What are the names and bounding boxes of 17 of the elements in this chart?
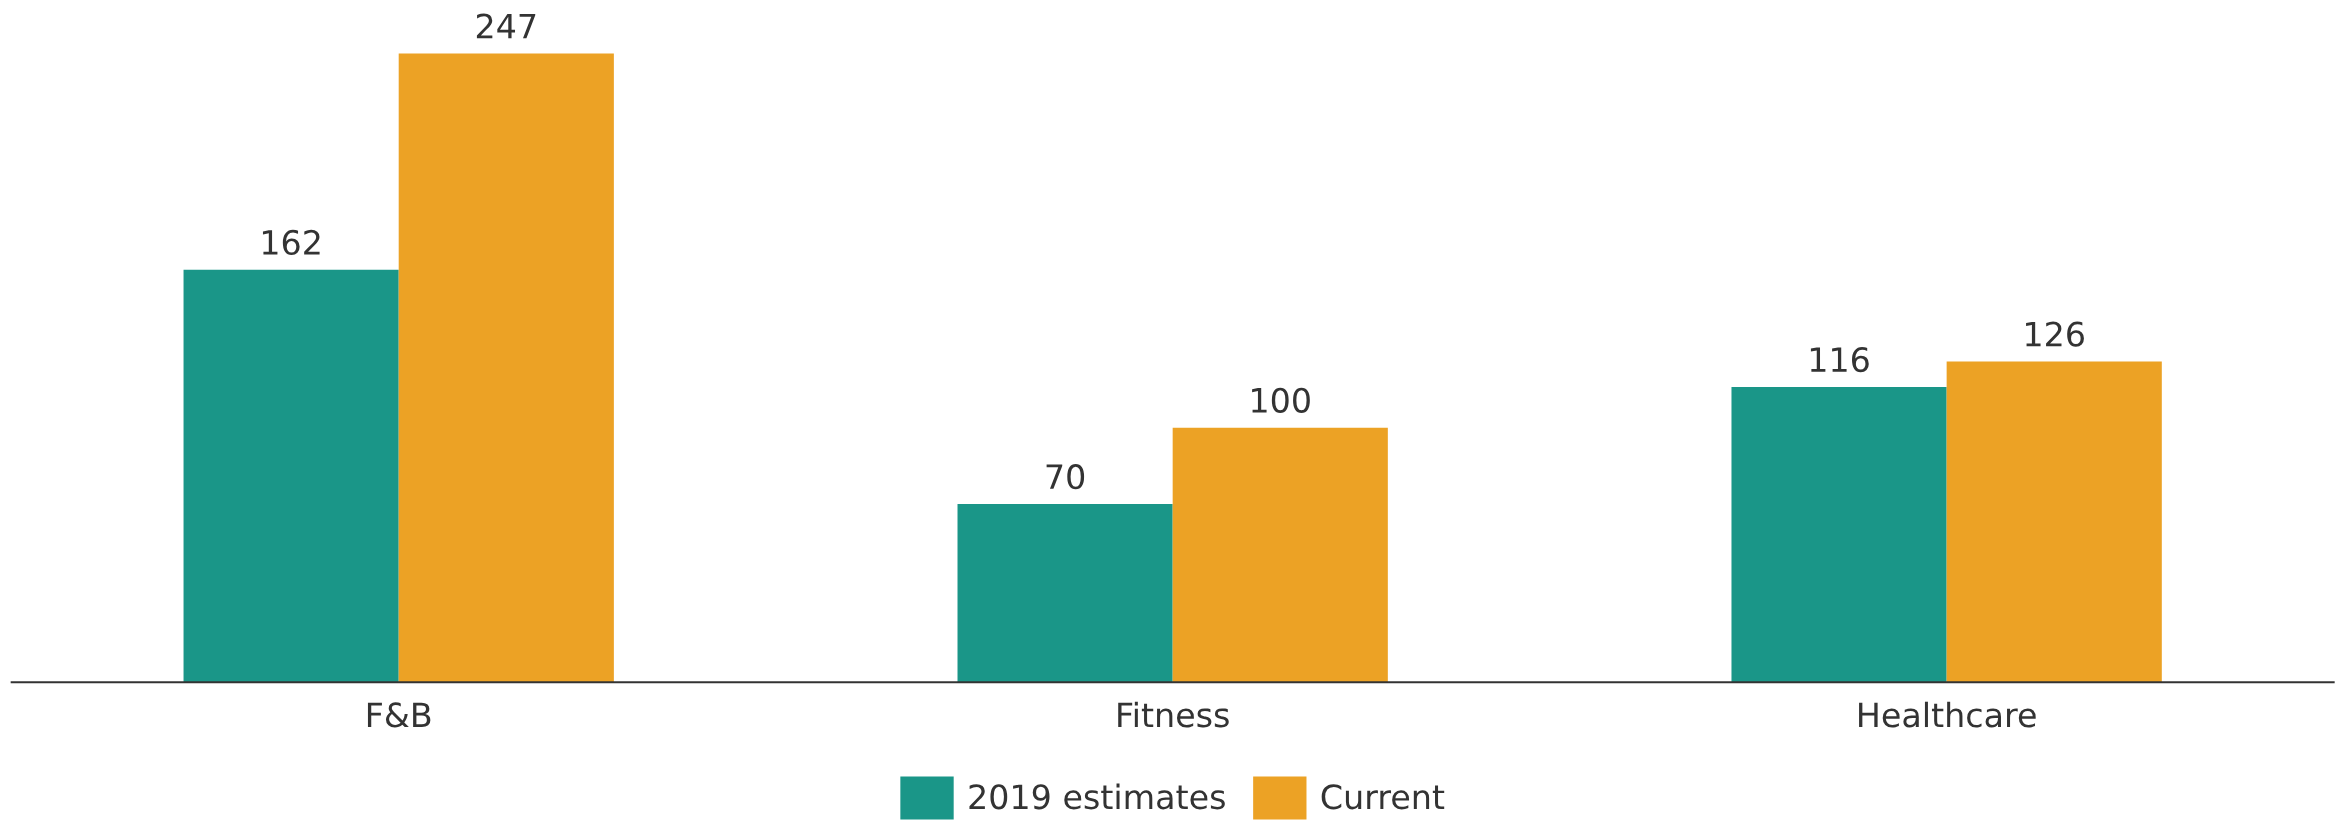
bar — [1946, 361, 2162, 683]
data-label: 70 — [1046, 464, 1085, 490]
data-label: 126 — [2026, 321, 2084, 347]
bar — [957, 504, 1173, 683]
legend-label: Current — [1321, 784, 1445, 810]
bar — [1172, 427, 1388, 683]
data-label: 100 — [1252, 387, 1310, 413]
x-tick-label: Fitness — [1118, 701, 1229, 728]
bar — [398, 53, 614, 683]
bar — [183, 269, 399, 683]
bar — [1731, 386, 1947, 683]
legend-label: 2019 estimates — [969, 783, 1225, 810]
x-tick-label: Healthcare — [1859, 701, 2036, 728]
x-tick-label: F&B — [367, 702, 431, 728]
data-label: 162 — [262, 229, 320, 256]
data-label: 247 — [476, 13, 536, 39]
data-label: 116 — [1810, 346, 1869, 373]
